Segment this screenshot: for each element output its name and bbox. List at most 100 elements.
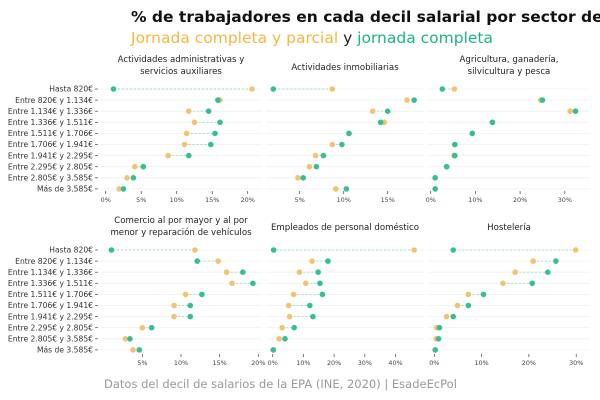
dot-jornada-completa (432, 347, 439, 353)
dot-jornada-completa-y-parcial (443, 313, 450, 320)
panel: Actividades administrativas y servicios a… (8, 55, 262, 204)
panel-title: Comercio al por mayor y al por (114, 216, 248, 226)
dot-jornada-completa-y-parcial (249, 86, 255, 92)
dot-jornada-completa (140, 163, 147, 170)
dot-jornada-completa (315, 269, 321, 276)
x-tick-label: 15% (205, 196, 219, 204)
panel-title: Actividades inmobiliarias (291, 63, 399, 73)
dot-jornada-completa-y-parcial (171, 313, 177, 320)
dot-jornada-completa (120, 186, 127, 192)
dot-jornada-completa-y-parcial (191, 119, 198, 126)
subtitle-series-all: Jornada completa y parcial (130, 29, 338, 47)
dot-jornada-completa-y-parcial (182, 291, 189, 298)
category-label: Entre 1.134€ y 1.336€ (8, 268, 93, 277)
category-label: Entre 1.941€ y 2.295€ (8, 151, 93, 160)
dot-jornada-completa (572, 108, 579, 114)
dot-jornada-completa-y-parcial (296, 269, 303, 276)
dot-jornada-completa-y-parcial (329, 86, 336, 92)
dot-jornada-completa (545, 269, 551, 276)
category-label: Entre 2.295€ y 2.805€ (8, 162, 93, 171)
dot-jornada-completa (270, 86, 277, 92)
dot-jornada-completa (384, 108, 391, 114)
dot-jornada-completa-y-parcial (572, 247, 579, 253)
x-tick-label: 5% (295, 196, 305, 204)
subtitle-separator: y (338, 29, 357, 47)
dot-jornada-completa (325, 258, 331, 264)
dot-jornada-completa-y-parcial (332, 186, 339, 192)
dot-jornada-completa (307, 302, 313, 309)
dot-jornada-completa (194, 258, 201, 264)
dot-jornada-completa-y-parcial (215, 258, 221, 264)
category-label: Entre 1.336€ y 1.511€ (8, 279, 93, 288)
dot-jornada-completa-y-parcial (192, 247, 198, 253)
dot-jornada-completa-y-parcial (285, 302, 292, 309)
category-label: Entre 1.134€ y 1.336€ (8, 107, 93, 116)
dot-jornada-completa (436, 324, 443, 331)
subtitle-series-full: jornada completa (356, 29, 493, 47)
category-label: Entre 2.805€ y 3.585€ (8, 335, 93, 344)
dot-jornada-completa (136, 347, 143, 353)
x-tick-label: 10% (174, 359, 188, 367)
x-tick-label: 20% (513, 196, 527, 204)
dot-jornada-completa (432, 175, 438, 181)
dot-jornada-completa (539, 97, 546, 103)
x-tick-label: 10% (337, 196, 351, 204)
dot-jornada-completa-y-parcial (171, 302, 177, 309)
dot-jornada-completa (270, 347, 277, 353)
dot-jornada-completa-y-parcial (369, 108, 376, 114)
x-tick-label: 10% (474, 359, 488, 367)
category-label: Entre 1.511€ y 1.706€ (8, 129, 93, 138)
category-label: Hasta 820€ (49, 85, 93, 94)
dot-jornada-completa (346, 130, 352, 137)
x-tick-label: 10% (296, 359, 310, 367)
dot-jornada-completa (199, 291, 205, 298)
dot-jornada-completa (452, 141, 458, 148)
dot-jornada-completa (310, 313, 316, 320)
dot-jornada-completa (240, 269, 246, 276)
dot-jornada-completa (185, 152, 192, 159)
dot-jornada-completa (480, 291, 487, 298)
dot-jornada-completa (450, 247, 457, 253)
dot-jornada-completa (339, 141, 345, 148)
panel-title: Hostelería (487, 223, 531, 233)
category-label: Entre 2.805€ y 3.585€ (8, 174, 93, 183)
dot-jornada-completa-y-parcial (124, 175, 130, 181)
x-tick-label: 20% (241, 196, 255, 204)
dot-jornada-completa (452, 152, 458, 159)
dot-jornada-completa-y-parcial (295, 175, 301, 181)
dot-jornada-completa (217, 119, 223, 126)
x-tick-label: 5% (137, 359, 147, 367)
dot-jornada-completa-y-parcial (276, 336, 282, 342)
dot-jornada-completa-y-parcial (309, 258, 315, 264)
dot-jornada-completa (489, 119, 496, 126)
category-label: Entre 1.511€ y 1.706€ (8, 290, 93, 299)
dot-jornada-completa-y-parcial (165, 152, 171, 159)
dot-jornada-completa-y-parcial (185, 108, 192, 114)
category-label: Entre 2.295€ y 2.805€ (8, 323, 93, 332)
dot-jornada-completa (110, 86, 117, 92)
dot-jornada-completa-y-parcial (312, 152, 319, 159)
dot-jornada-completa (300, 175, 307, 181)
dot-jornada-completa-y-parcial (411, 247, 418, 253)
panel-title: silvicultura y pesca (468, 67, 551, 77)
dot-jornada-completa-y-parcial (183, 130, 190, 137)
category-label: Más de 3.585€ (37, 346, 93, 355)
dot-jornada-completa-y-parcial (306, 163, 313, 170)
dot-jornada-completa (319, 291, 326, 298)
panel-title: Actividades administrativas y (118, 55, 245, 65)
panel-title: Empleados de personal doméstico (271, 222, 419, 233)
x-tick-label: 5% (136, 196, 146, 204)
caption: Datos del decil de salarios de la EPA (I… (104, 377, 457, 391)
dot-jornada-completa (187, 313, 194, 320)
panel-title: Agricultura, ganadería, (460, 55, 559, 65)
dot-jornada-completa-y-parcial (290, 291, 297, 298)
panel: Agricultura, ganadería, silvicultura y pe… (426, 55, 590, 204)
dot-jornada-completa-y-parcial (279, 324, 286, 331)
dot-jornada-completa (148, 324, 155, 331)
dot-jornada-completa-y-parcial (223, 269, 230, 276)
dot-jornada-completa (291, 324, 297, 331)
dot-jornada-completa (270, 247, 277, 253)
dot-jornada-completa-y-parcial (122, 336, 129, 342)
